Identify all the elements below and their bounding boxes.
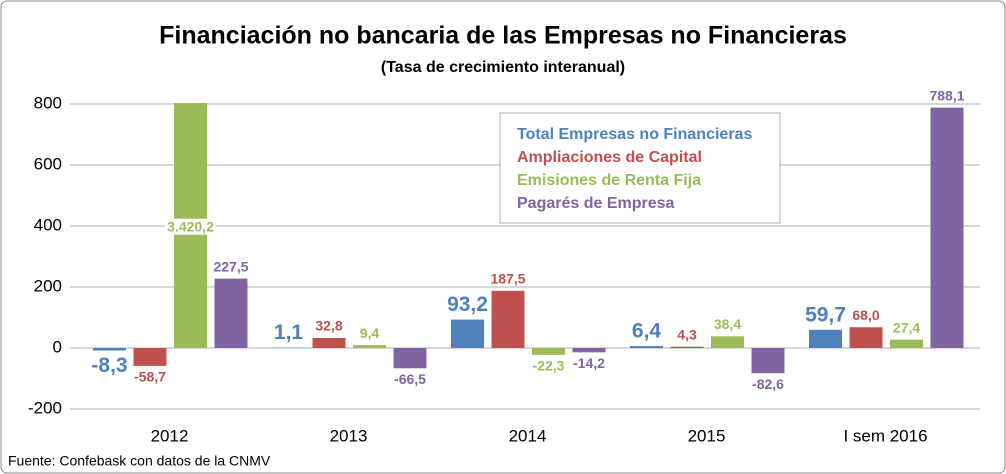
data-label: 38,4 bbox=[714, 316, 741, 332]
bar bbox=[930, 107, 964, 348]
bar bbox=[849, 327, 883, 348]
bar bbox=[393, 348, 427, 369]
data-label: 3.420,2 bbox=[167, 219, 214, 235]
x-tick-label: I sem 2016 bbox=[843, 426, 927, 445]
chart-title: Financiación no bancaria de las Empresas… bbox=[159, 22, 847, 50]
bar bbox=[353, 345, 386, 348]
data-label: -8,3 bbox=[91, 354, 127, 377]
data-label: 68,0 bbox=[852, 307, 879, 323]
bar bbox=[312, 337, 346, 348]
y-tick-label: 200 bbox=[34, 276, 62, 295]
y-tick-label: 0 bbox=[53, 337, 62, 356]
legend-entry: Emisiones de Renta Fija bbox=[517, 172, 701, 189]
data-label: 788,1 bbox=[929, 87, 964, 103]
data-label: 1,1 bbox=[274, 321, 304, 344]
bar bbox=[711, 336, 744, 348]
data-label: 227,5 bbox=[213, 258, 248, 274]
bar bbox=[809, 329, 842, 348]
x-tick-label: 2014 bbox=[509, 426, 547, 445]
legend-entry: Total Empresas no Financieras bbox=[517, 126, 752, 143]
bars bbox=[93, 103, 964, 374]
data-label: 4,3 bbox=[677, 326, 697, 342]
source-note: Fuente: Confebask con datos de la CNMV bbox=[8, 453, 271, 469]
data-label: 187,5 bbox=[490, 271, 525, 287]
bar bbox=[670, 346, 704, 348]
bar bbox=[93, 348, 126, 351]
data-label: 27,4 bbox=[893, 319, 920, 335]
bar bbox=[890, 339, 923, 348]
y-tick-label: 600 bbox=[34, 154, 62, 173]
bar bbox=[491, 290, 525, 348]
label-background bbox=[165, 218, 217, 235]
bar bbox=[451, 319, 484, 348]
grid: -200 0 200 400 600 800 bbox=[28, 93, 980, 417]
bar bbox=[133, 348, 167, 366]
legend-entry: Pagarés de Empresa bbox=[517, 195, 675, 212]
y-tick-label: -200 bbox=[28, 398, 62, 417]
data-label: 6,4 bbox=[632, 320, 662, 343]
data-label: -22,3 bbox=[533, 358, 565, 374]
bar bbox=[214, 278, 248, 348]
legend-entry: Ampliaciones de Capital bbox=[517, 149, 702, 166]
y-tick-label: 400 bbox=[34, 215, 62, 234]
data-label: -14,2 bbox=[573, 355, 605, 371]
x-tick-label: 2012 bbox=[151, 426, 189, 445]
x-tick-label: 2013 bbox=[330, 426, 368, 445]
bar bbox=[630, 346, 663, 348]
data-label: -66,5 bbox=[394, 371, 426, 387]
data-label: -58,7 bbox=[134, 369, 166, 385]
data-label: -82,6 bbox=[752, 376, 784, 392]
data-label: 93,2 bbox=[447, 293, 488, 316]
data-label: 9,4 bbox=[360, 325, 380, 341]
bar bbox=[532, 348, 565, 355]
legend-box bbox=[499, 112, 781, 224]
x-tick-label: 2015 bbox=[688, 426, 726, 445]
chart-subtitle: (Tasa de crecimiento interanual) bbox=[381, 59, 625, 76]
data-label: 59,7 bbox=[805, 303, 846, 326]
data-label: 32,8 bbox=[315, 318, 342, 334]
y-tick-label: 800 bbox=[34, 93, 62, 112]
bar bbox=[572, 348, 606, 353]
bar bbox=[751, 348, 785, 374]
labels: 2012 2013 2014 2015 I sem 2016 -8,3 1,1 93,2 6,4… bbox=[91, 87, 964, 445]
